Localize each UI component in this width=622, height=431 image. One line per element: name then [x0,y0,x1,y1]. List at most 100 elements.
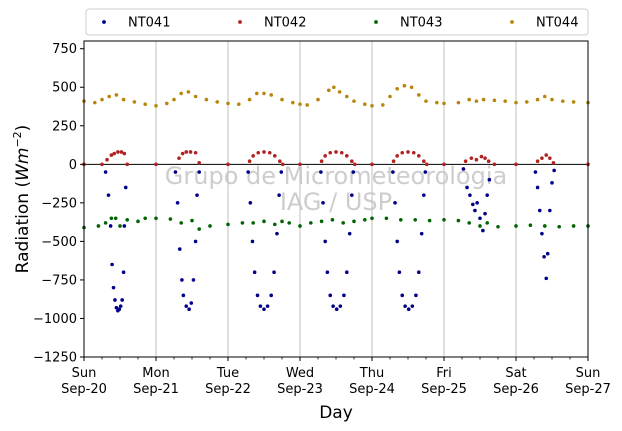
point-NT041-53 [393,201,397,205]
point-NT042-24 [280,162,285,167]
point-NT044-53 [550,97,554,102]
point-NT043-4 [113,216,118,221]
point-NT042-21 [267,150,272,155]
point-NT041-58 [406,307,411,312]
point-NT041-11 [121,270,126,275]
point-NT041-38 [279,170,284,174]
point-NT042-14 [193,150,198,155]
point-NT042-13 [188,150,193,154]
point-NT041-51 [351,170,356,174]
point-NT042-37 [400,150,405,155]
x-tick-day-6: Sat [505,366,526,381]
point-NT044-48 [503,99,508,103]
point-NT043-36 [467,221,472,225]
point-NT041-23 [193,239,198,244]
point-NT041-69 [473,208,477,213]
point-NT041-26 [246,170,250,174]
point-NT042-1 [100,162,104,167]
point-NT044-37 [402,83,407,88]
point-NT041-84 [550,181,554,185]
point-NT042-29 [334,150,338,154]
grid-lines [155,41,517,357]
y-tick-label-1: 500 [52,81,77,96]
point-NT044-51 [535,97,540,102]
y-axis-label-exponent: −2 [11,131,24,147]
point-NT042-46 [474,157,479,162]
point-NT044-44 [467,97,472,102]
legend-marker-NT043 [374,20,378,24]
point-NT042-3 [109,153,114,157]
series-NT042 [82,150,590,167]
point-NT042-23 [278,159,282,164]
point-NT044-29 [337,90,342,94]
point-NT041-37 [277,193,281,197]
point-NT044-34 [381,103,385,107]
point-NT041-48 [345,270,349,275]
legend-label-NT043: NT043 [400,16,442,31]
point-NT041-59 [410,304,415,308]
point-NT043-11 [179,221,183,225]
point-NT041-78 [537,208,542,213]
point-NT041-40 [321,201,325,205]
x-tick-date-5: Sep-25 [421,382,467,397]
point-NT044-7 [143,102,147,106]
series-NT043 [82,216,590,231]
point-NT044-38 [409,85,414,90]
point-NT043-14 [208,224,212,228]
point-NT041-28 [250,239,255,244]
y-tick-label-6: −750 [41,273,77,288]
point-NT042-55 [548,156,552,160]
point-NT041-10 [120,298,124,302]
point-NT043-24 [319,219,324,224]
point-NT042-7 [122,151,127,156]
x-axis: SunSep-20MonSep-21TueSep-22WedSep-23ThuS… [61,357,611,397]
point-NT043-23 [309,221,313,225]
point-NT042-43 [442,162,446,167]
point-NT043-6 [125,218,129,222]
point-NT041-4 [111,285,116,290]
point-NT041-8 [117,307,122,312]
point-NT043-25 [330,218,335,222]
point-NT041-80 [542,255,546,259]
point-NT041-17 [180,278,184,282]
point-NT044-4 [114,93,119,97]
point-NT043-13 [197,227,201,231]
point-NT044-30 [345,94,349,99]
legend: NT041 NT042 NT043 NT044 [85,8,589,36]
point-NT042-35 [391,159,396,164]
point-NT043-40 [514,224,518,228]
point-NT044-47 [492,98,497,103]
point-NT041-45 [334,307,339,312]
point-NT044-35 [388,94,392,99]
point-NT042-54 [544,153,549,157]
point-NT041-2 [108,224,113,228]
point-NT041-41 [323,239,328,244]
point-NT041-61 [417,270,421,275]
point-NT044-25 [305,103,310,107]
point-NT043-10 [168,217,173,221]
watermark-line-1: IAG / USP [280,188,392,216]
point-NT043-16 [240,221,245,225]
point-NT042-36 [395,154,400,158]
point-NT043-3 [109,216,114,221]
point-NT043-43 [557,224,561,229]
point-NT044-14 [204,97,209,102]
point-NT043-38 [485,221,490,225]
point-NT042-16 [226,162,230,167]
point-NT041-76 [533,170,538,174]
point-NT044-50 [525,100,529,104]
point-NT042-4 [112,151,117,156]
point-NT041-29 [252,270,257,275]
point-NT044-39 [417,93,421,97]
point-NT042-6 [119,150,124,154]
point-NT044-55 [571,100,576,104]
point-NT042-44 [463,159,468,164]
point-NT042-41 [422,159,426,164]
y-tick-label-0: 750 [52,42,77,57]
y-axis-label-unit: Wm [13,148,33,181]
x-tick-day-7: Sun [576,366,601,381]
point-NT043-21 [287,221,292,225]
point-NT042-27 [323,154,328,158]
